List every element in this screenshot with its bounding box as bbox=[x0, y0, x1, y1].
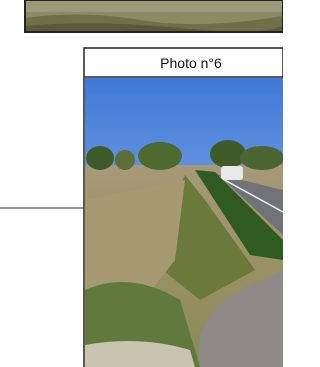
photo-caption: Photo n°6 bbox=[160, 55, 222, 71]
photo bbox=[85, 78, 283, 367]
document-view: Photo n°6 bbox=[0, 0, 283, 367]
page: {"caption": "Photo n°6"} Photo n°6 bbox=[0, 0, 283, 367]
previous-photo bbox=[25, 0, 283, 32]
photo-frame: Photo n°6 bbox=[84, 48, 283, 367]
